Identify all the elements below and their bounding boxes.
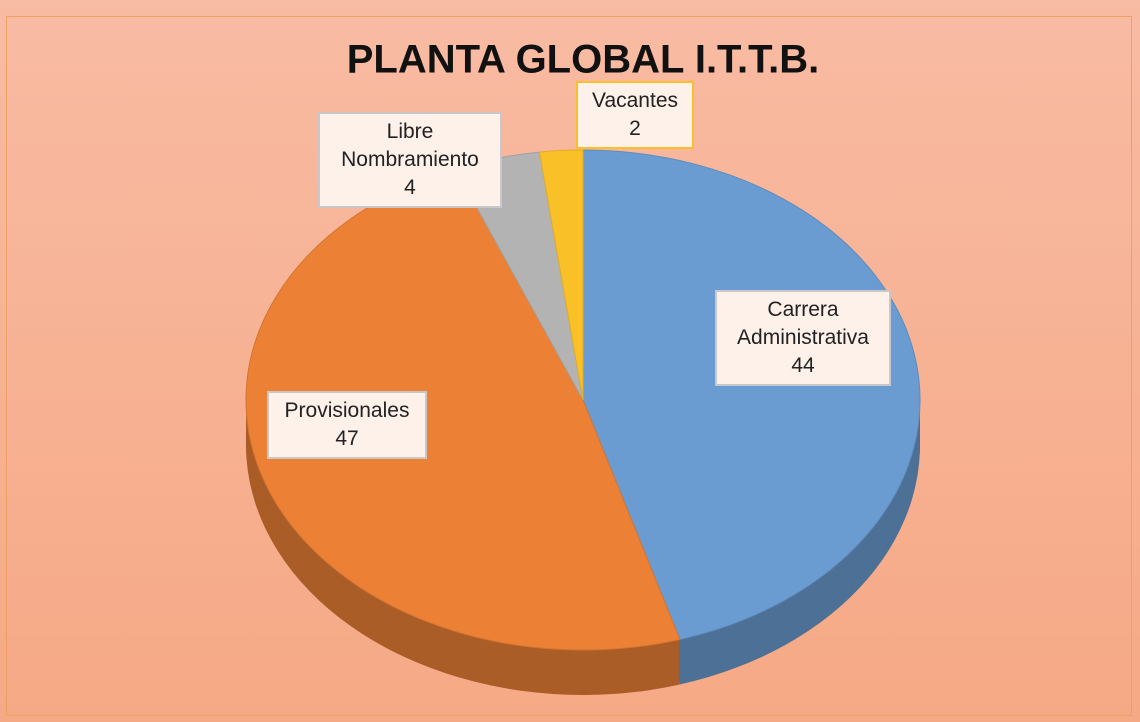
label-category: Vacantes (592, 89, 678, 112)
label-value: 2 (629, 117, 641, 140)
data-label: Carrera Administrativa 44 (715, 290, 891, 386)
data-label: Libre Nombramiento 4 (318, 112, 502, 208)
slice (538, 149, 584, 401)
slice (245, 168, 681, 651)
label-value: 47 (335, 427, 359, 450)
data-label: Vacantes 2 (576, 81, 694, 149)
chart-title: PLANTA GLOBAL I.T.T.B. (347, 38, 820, 82)
slice (582, 149, 921, 641)
label-category: Provisionales (284, 399, 410, 422)
data-label: Provisionales 47 (267, 391, 427, 459)
chart-frame (6, 16, 1132, 716)
label-category: Carrera Administrativa (737, 298, 869, 349)
label-value: 44 (791, 354, 815, 377)
label-value: 4 (404, 176, 416, 199)
label-category: Libre Nombramiento (341, 120, 479, 171)
